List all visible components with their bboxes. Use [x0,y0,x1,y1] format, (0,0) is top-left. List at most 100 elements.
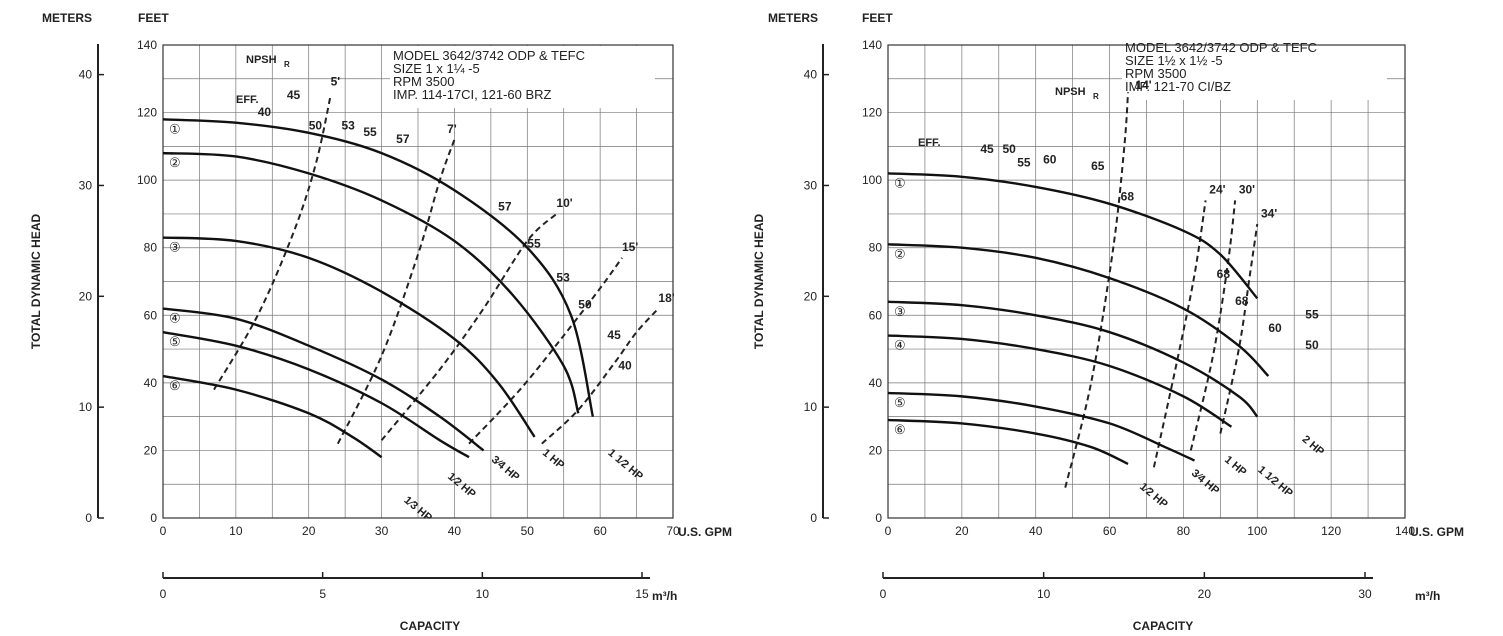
impeller-marker: ⑥ [894,422,906,437]
m3h-tick-label: 0 [160,587,167,601]
capacity-axis-label: CAPACITY [400,619,460,633]
meter-tick-label: 40 [804,68,818,82]
impeller-marker: ④ [894,338,906,353]
m3h-tick-label: 15 [635,587,649,601]
npsh-label: NPSH [1055,86,1086,98]
x-tick-label: 60 [593,524,607,538]
efficiency-label: 55 [1305,308,1319,322]
npsh-curve-label: 10' [556,196,572,210]
x-tick-label: 80 [1177,524,1191,538]
impeller-curve-4 [887,334,1233,428]
npsh-label: NPSH [246,54,277,66]
efficiency-label: 55 [1017,156,1031,170]
npsh-curve-label: 18' [658,291,674,305]
efficiency-label: 68 [1217,267,1231,281]
impeller-marker: ④ [169,311,181,326]
efficiency-label: 53 [556,271,570,285]
impeller-marker: ① [169,121,181,136]
impeller-marker: ① [894,175,906,190]
x-tick-label: 20 [302,524,316,538]
y-tick-label: 100 [862,173,882,187]
m3h-tick-label: 10 [1037,587,1051,601]
npsh-curve-label: 30' [1239,183,1255,197]
efficiency-label: 53 [342,118,356,132]
model-info-box [1122,38,1387,100]
efficiency-label: 68 [1235,294,1249,308]
hp-label: 1 1⁄2 HP [1255,464,1295,500]
efficiency-label: 60 [1043,152,1057,166]
meter-tick-label: 0 [85,511,92,525]
model-info-line: MODEL 3642/3742 ODP & TEFC [393,48,585,63]
m3h-tick-label: 30 [1358,587,1372,601]
x-tick-label: 20 [955,524,969,538]
y-tick-label: 60 [869,308,883,322]
efficiency-label: 57 [396,132,410,146]
npsh-curve [1219,223,1259,434]
npsh-curve [1189,200,1237,451]
y-tick-label: 140 [862,38,882,52]
meter-tick-label: 10 [804,400,818,414]
model-info-line: MODEL 3642/3742 ODP & TEFC [1125,40,1317,55]
m3h-tick-label: 20 [1198,587,1212,601]
meter-tick-label: 0 [810,511,817,525]
x-tick-label: 100 [1247,524,1267,538]
efficiency-label: 45 [607,328,621,342]
efficiency-label: 60 [1268,321,1282,335]
hp-label: 1 HP [1222,454,1248,479]
npsh-curve-label: 34' [1261,206,1277,220]
chart-1: 0 10 20 30 40 50 60 70U.S. GPM02040608010012014… [29,11,732,633]
model-info-line: IMP. 121-70 CI/BZ [1125,79,1231,94]
y-tick-label: 120 [137,106,157,120]
meter-tick-label: 40 [79,68,93,82]
impeller-marker: ③ [169,240,181,255]
efficiency-label: 65 [1091,159,1105,173]
x-tick-label: 10 [229,524,243,538]
hp-label: 3⁄4 HP [489,454,522,484]
impeller-curve-6 [887,418,1129,466]
x-tick-label: 60 [1103,524,1117,538]
y-tick-label: 80 [869,241,883,255]
efficiency-label: 50 [578,298,592,312]
x-tick-label: 40 [448,524,462,538]
x-tick-label: 30 [375,524,389,538]
impeller-curve-4 [162,307,485,452]
y-tick-label: 0 [150,511,157,525]
gpm-axis-label: U.S. GPM [1410,525,1464,539]
efficiency-label: 45 [980,142,994,156]
impeller-marker: ② [894,246,906,261]
grid [887,44,1406,519]
model-info-line: RPM 3500 [1125,66,1186,81]
meter-tick-label: 30 [79,178,93,192]
plot-frame [162,44,674,519]
model-info-line: SIZE 1½ x 1½ -5 [1125,53,1223,68]
x-tick-label: 50 [521,524,535,538]
model-info-line: SIZE 1 x 1¼ -5 [393,61,480,76]
eff-label: EFF. [918,137,941,149]
m3h-axis-label: m³/h [1415,589,1440,603]
impeller-marker: ② [169,155,181,170]
m3h-axis-label: m³/h [652,589,677,603]
npsh-curve [380,213,558,441]
y-tick-label: 100 [137,173,157,187]
efficiency-label: 40 [258,105,272,119]
impeller-curve-6 [162,374,383,459]
x-tick-label: 0 [160,524,167,538]
x-tick-label: 120 [1321,524,1341,538]
npsh-subscript: R [284,60,290,69]
hp-label: 1⁄2 HP [1137,481,1170,511]
npsh-curve-label: 7' [447,122,457,136]
m3h-tick-label: 0 [880,587,887,601]
plot-frame [887,44,1406,519]
y-tick-label: 140 [137,38,157,52]
feet-axis-label: FEET [862,11,893,25]
eff-label: EFF. [236,94,259,106]
y-tick-label: 20 [144,443,158,457]
model-info-line: RPM 3500 [393,74,454,89]
hp-label: 3⁄4 HP [1189,467,1222,497]
npsh-curve [1064,92,1130,488]
meter-tick-label: 20 [804,289,818,303]
impeller-curve-2 [887,243,1270,377]
y-tick-label: 120 [862,106,882,120]
